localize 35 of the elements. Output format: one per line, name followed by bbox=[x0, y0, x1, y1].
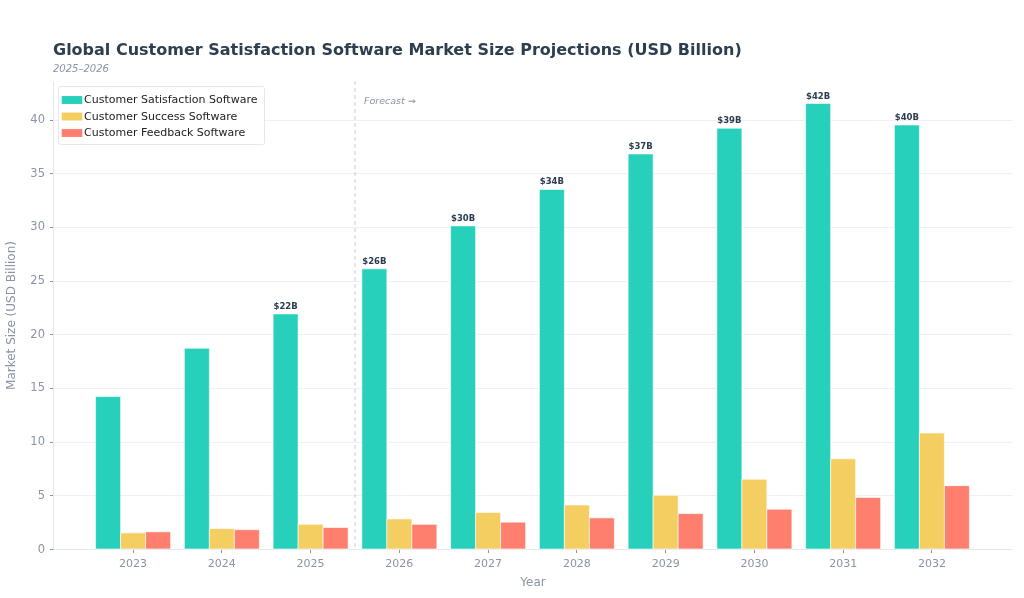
data-label: $26B bbox=[362, 255, 387, 266]
y-tick-label: 5 bbox=[37, 487, 45, 502]
data-label: $22B bbox=[273, 300, 298, 311]
legend-label: Customer Satisfaction Software bbox=[84, 93, 258, 106]
x-tick-label: 2032 bbox=[917, 557, 946, 570]
x-tick-label: 2024 bbox=[207, 557, 236, 570]
y-tick-label: 40 bbox=[30, 112, 45, 127]
chart-subtitle: 2025–2026 bbox=[53, 62, 109, 74]
y-tick-label: 10 bbox=[30, 434, 45, 449]
y-tick-label: 35 bbox=[30, 165, 45, 180]
x-tick-label: 2026 bbox=[385, 557, 414, 570]
y-axis-title: Market Size (USD Billion) bbox=[4, 241, 19, 390]
data-label: $30B bbox=[451, 212, 476, 223]
chart-title: Global Customer Satisfaction Software Market Size Projections (USD Billion) bbox=[53, 39, 742, 59]
y-tick-label: 25 bbox=[30, 273, 45, 288]
y-tick-label: 15 bbox=[30, 380, 45, 395]
x-tick-label: 2027 bbox=[474, 557, 503, 570]
x-axis-title: Year bbox=[519, 575, 546, 589]
x-tick-label: 2023 bbox=[119, 557, 148, 570]
y-tick-label: 0 bbox=[37, 541, 45, 556]
x-tick-label: 2028 bbox=[562, 557, 591, 570]
x-tick-label: 2030 bbox=[740, 557, 769, 570]
x-tick-label: 2031 bbox=[829, 557, 858, 570]
x-tick-label: 2029 bbox=[651, 557, 680, 570]
data-label: $39B bbox=[717, 115, 742, 126]
legend-label: Customer Feedback Software bbox=[84, 126, 246, 139]
data-label: $34B bbox=[539, 176, 564, 187]
y-tick-label: 30 bbox=[30, 219, 45, 234]
data-label: $37B bbox=[628, 140, 653, 151]
legend-label: Customer Success Software bbox=[84, 109, 238, 123]
data-label: $42B bbox=[806, 90, 831, 101]
x-tick-label: 2025 bbox=[296, 557, 325, 570]
ref-line-label: Forecast → bbox=[363, 95, 416, 106]
data-label: $40B bbox=[894, 112, 920, 123]
y-tick-label: 20 bbox=[30, 326, 45, 341]
